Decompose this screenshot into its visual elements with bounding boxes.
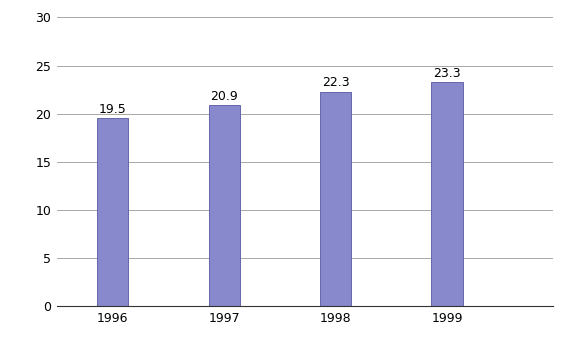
Text: 20.9: 20.9 <box>210 89 238 103</box>
Text: 22.3: 22.3 <box>322 76 349 89</box>
Text: 19.5: 19.5 <box>99 103 127 116</box>
Text: 23.3: 23.3 <box>433 66 461 79</box>
Bar <box>209 105 240 306</box>
Bar <box>97 119 128 306</box>
Bar <box>320 92 351 306</box>
Bar <box>431 82 463 306</box>
